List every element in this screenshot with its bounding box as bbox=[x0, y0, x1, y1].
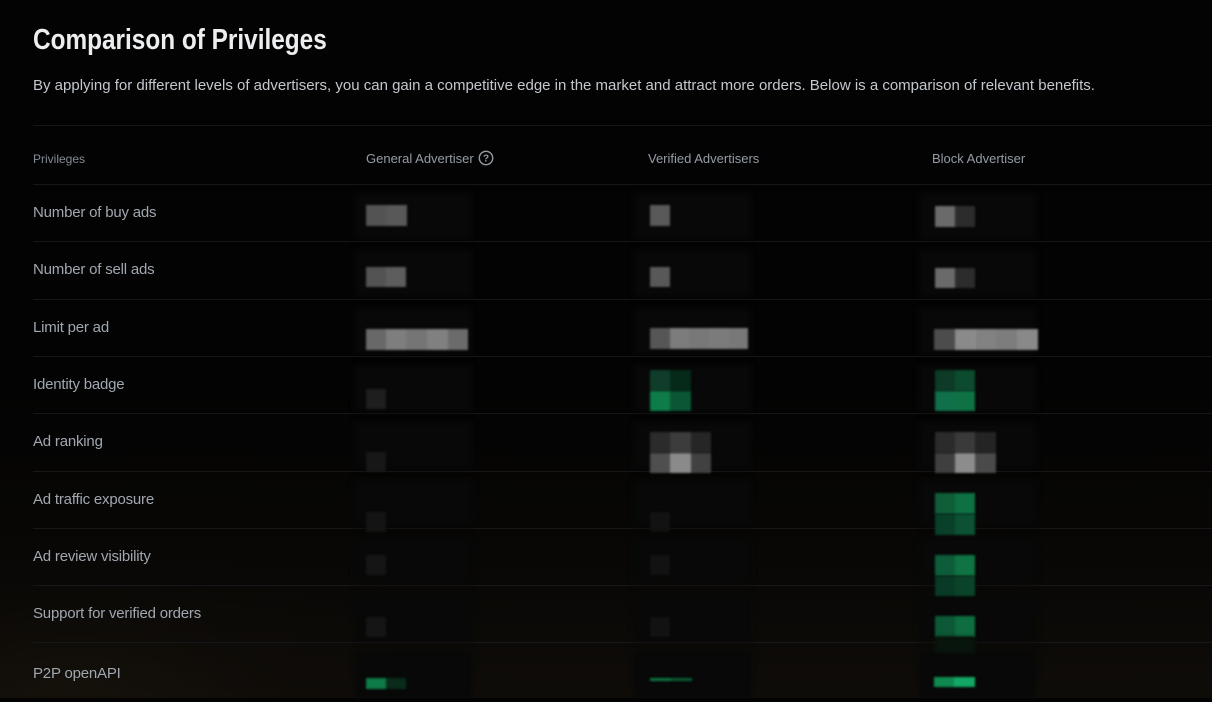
svg-text:?: ? bbox=[483, 153, 489, 164]
